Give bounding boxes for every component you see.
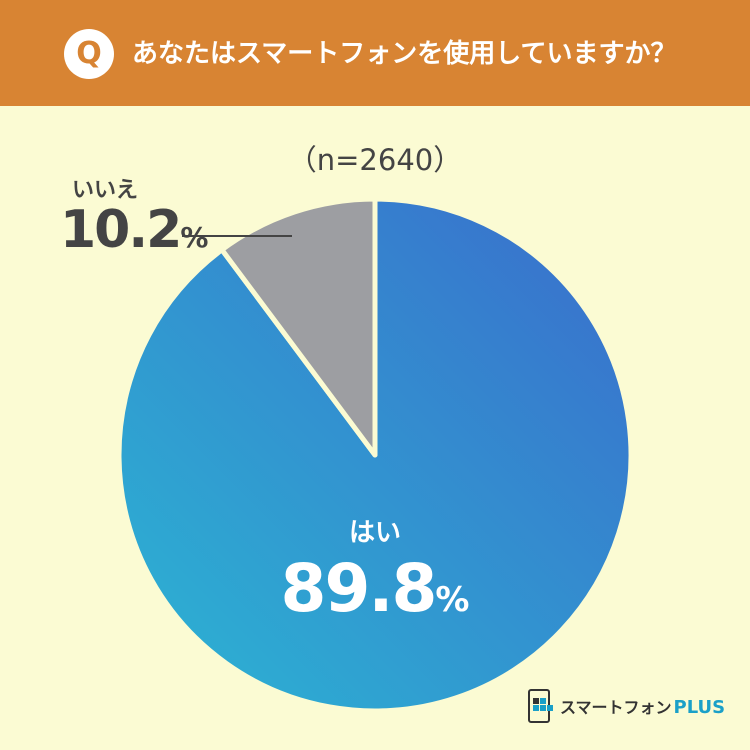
brand-name-text: スマートフォン bbox=[560, 698, 672, 717]
slice-label-no: いいえ bbox=[72, 178, 139, 203]
question-text: あなたはスマートフォンを使用していますか？ bbox=[132, 39, 677, 69]
brand-name: スマートフォン PLUS bbox=[560, 694, 725, 718]
sample-size-label: （n=2640） bbox=[287, 143, 463, 177]
brand-plus-text: PLUS bbox=[673, 697, 726, 718]
slice-value-no-unit: % bbox=[180, 221, 209, 254]
smartphone-plus-logo-icon bbox=[528, 689, 553, 723]
slice-value-no-number: 10.2 bbox=[60, 200, 182, 260]
slice-value-yes: 89.8% bbox=[0, 550, 750, 627]
question-header: Q あなたはスマートフォンを使用していますか？ bbox=[0, 0, 750, 106]
slice-label-yes: はい bbox=[348, 518, 401, 548]
slice-value-no: 10.2% bbox=[60, 200, 208, 260]
brand-logo: スマートフォン PLUS bbox=[528, 688, 725, 724]
slice-value-yes-number: 89.8 bbox=[280, 550, 438, 627]
pie-slice-no bbox=[219, 196, 378, 458]
question-badge: Q bbox=[64, 29, 114, 79]
slice-value-yes-unit: % bbox=[435, 580, 470, 620]
